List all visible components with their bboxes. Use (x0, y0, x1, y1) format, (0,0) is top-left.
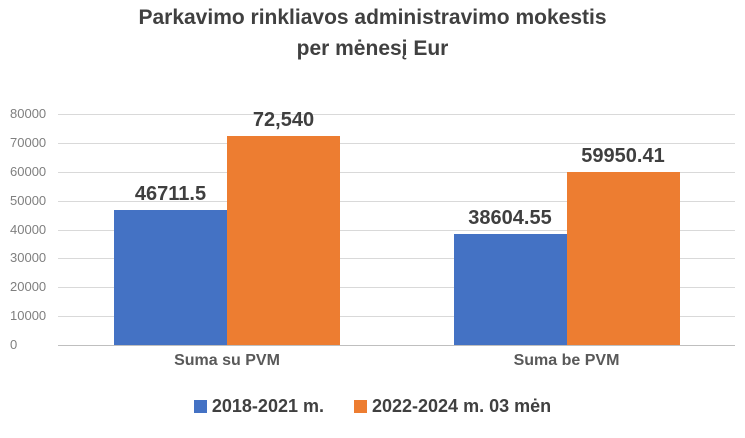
data-label-suma-su-pvm-series-0: 46711.5 (134, 183, 207, 206)
bar-suma-su-pvm-series-0 (114, 210, 227, 345)
gridline-60000 (58, 171, 735, 173)
data-label-suma-be-pvm-series-0: 38604.55 (468, 206, 552, 229)
legend-item-1: 2022-2024 m. 03 mėn (353, 396, 552, 417)
category-label-suma-be-pvm: Suma be PVM (513, 352, 620, 369)
plot-area: 46711.5 72,540 38604.55 59950.41 (58, 109, 735, 346)
chart-title-line-2: per mėnesį Eur (296, 37, 449, 60)
x-axis-category-labels: Suma su PVM Suma be PVM (0, 352, 745, 374)
gridline-50000 (58, 200, 735, 202)
bar-suma-su-pvm-series-1 (227, 135, 340, 345)
y-tick-label-70000: 70000 (10, 134, 47, 150)
legend-swatch-icon (353, 400, 367, 413)
legend-label-0: 2018-2021 m. (211, 396, 324, 416)
y-tick-label-30000: 30000 (10, 250, 47, 266)
y-tick-label-80000: 80000 (10, 106, 47, 121)
chart-legend: 2018-2021 m. 2022-2024 m. 03 mėn (0, 396, 745, 417)
y-tick-label-60000: 60000 (10, 163, 47, 179)
gridline-30000 (58, 258, 735, 260)
bar-suma-be-pvm-series-1 (566, 171, 680, 345)
legend-item-0: 2018-2021 m. (193, 396, 324, 417)
legend-label-1: 2022-2024 m. 03 mėn (371, 396, 552, 416)
data-label-suma-su-pvm-series-1: 72,540 (252, 108, 315, 131)
gridline-40000 (58, 229, 735, 231)
gridline-70000 (58, 142, 735, 144)
bar-suma-be-pvm-series-0 (453, 233, 567, 345)
y-tick-label-0: 0 (10, 337, 18, 352)
gridline-0 (58, 345, 735, 346)
category-label-suma-su-pvm: Suma su PVM (174, 352, 280, 369)
y-axis-tick-labels: 0 10000 20000 30000 40000 50000 60000 70000 8000… (10, 106, 58, 352)
gridline-80000 (58, 114, 735, 115)
data-label-suma-be-pvm-series-1: 59950.41 (581, 144, 665, 167)
legend-swatch-icon (193, 400, 207, 413)
chart-title-line-1: Parkavimo rinkliavos administravimo moke… (138, 6, 607, 29)
y-tick-label-20000: 20000 (10, 279, 47, 295)
gridline-20000 (58, 287, 735, 289)
chart-title: Parkavimo rinkliavos administravimo moke… (0, 2, 745, 64)
y-tick-label-10000: 10000 (10, 308, 47, 324)
y-tick-label-50000: 50000 (10, 192, 47, 208)
y-tick-label-40000: 40000 (10, 221, 47, 237)
gridline-10000 (58, 316, 735, 318)
